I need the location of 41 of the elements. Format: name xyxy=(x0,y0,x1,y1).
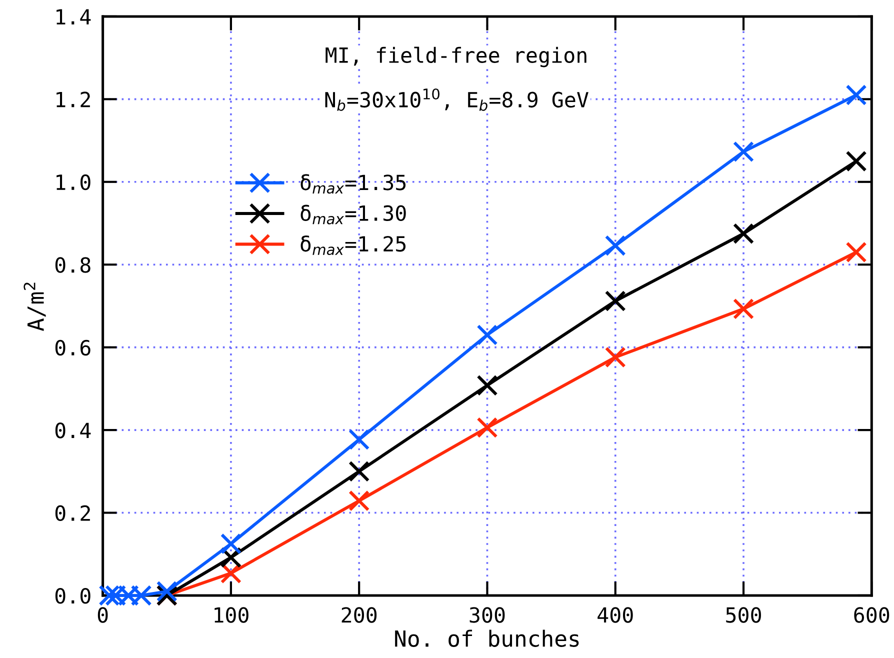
point xyxy=(348,460,370,482)
y-tick-label: 0.4 xyxy=(55,422,91,438)
y-tick-label: 0.6 xyxy=(55,340,90,356)
y-axis-title: A/m$^{2}$ xyxy=(24,282,46,332)
x-tick-label: 400 xyxy=(598,607,633,623)
point xyxy=(846,84,867,106)
annotation: MI, field-free region xyxy=(326,46,586,68)
x-tick-label: 300 xyxy=(470,607,505,623)
point xyxy=(156,580,178,602)
x-tick-label: 600 xyxy=(854,607,890,623)
point xyxy=(604,290,626,312)
y-tick-label: 0.0 xyxy=(55,588,90,604)
point xyxy=(732,298,754,320)
point xyxy=(604,346,626,368)
x-tick-label: 500 xyxy=(726,607,761,623)
point xyxy=(846,242,867,263)
y-tick-label: 0.2 xyxy=(55,505,90,522)
annotation: N$_{b}$=30x10$^{10}$, E$_{b}$=8.9 GeV xyxy=(325,88,588,111)
point xyxy=(476,417,498,438)
point xyxy=(476,374,498,396)
y-tick-label: 0.8 xyxy=(55,257,90,273)
point xyxy=(348,490,370,512)
y-tick-label: 1.4 xyxy=(56,9,91,24)
point xyxy=(348,429,370,450)
point xyxy=(732,223,754,244)
point xyxy=(220,533,242,554)
point xyxy=(130,584,152,606)
legend-label: δ$_{max}$=1.35 xyxy=(300,174,406,194)
y-tick-label: 1.0 xyxy=(56,174,90,190)
x-tick-label: 200 xyxy=(342,607,377,623)
x-axis-title: No. of bunches xyxy=(395,630,579,647)
point xyxy=(105,584,126,606)
x-tick-label: 0 xyxy=(98,607,108,623)
legend-label: δ$_{max}$=1.25 xyxy=(300,235,406,256)
point xyxy=(604,235,626,256)
y-tick-label: 1.2 xyxy=(56,92,90,108)
x-tick-label: 100 xyxy=(214,607,248,623)
point xyxy=(846,150,867,172)
legend-label: δ$_{max}$=1.30 xyxy=(300,204,406,224)
point xyxy=(476,324,498,346)
point xyxy=(732,141,754,162)
